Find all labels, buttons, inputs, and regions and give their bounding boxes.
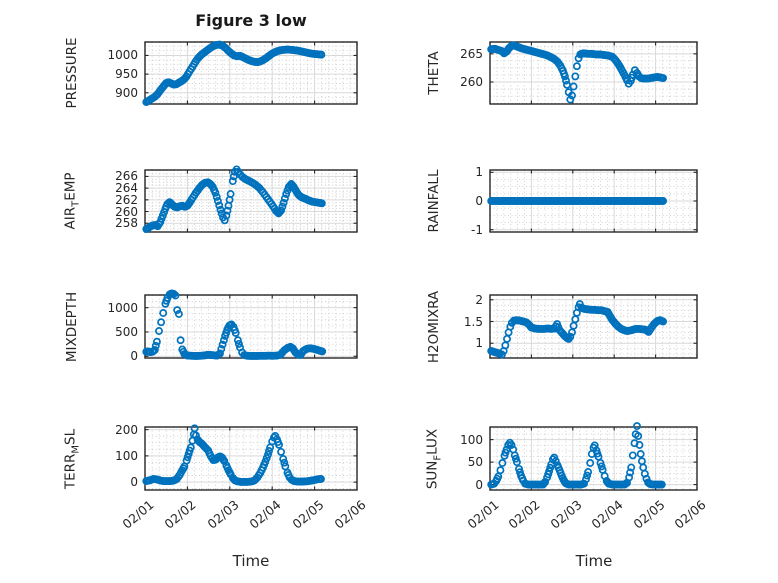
series-pressure xyxy=(142,40,326,107)
ytick-label: 950 xyxy=(115,67,138,82)
x-axis-label-left: Time xyxy=(232,552,270,570)
ytick-label: 100 xyxy=(460,432,483,447)
ytick-label: 500 xyxy=(115,324,138,339)
ytick-label: 266 xyxy=(115,169,138,184)
series-sun_flux xyxy=(487,422,666,489)
ylabel-mixdepth: MIXDEPTH xyxy=(64,291,80,362)
ytick-label: 260 xyxy=(115,204,138,219)
x-axis-label-right: Time xyxy=(575,552,613,570)
ytick-label: 100 xyxy=(115,448,138,463)
ytick-label: 200 xyxy=(115,422,138,437)
ytick-label: 1 xyxy=(475,165,483,180)
series-theta xyxy=(487,41,668,104)
series-terr_msl xyxy=(142,424,325,486)
ylabel-pressure: PRESSURE xyxy=(64,37,80,109)
ytick-label: 1000 xyxy=(107,48,138,63)
ylabel-air_temp: AIRTEMP xyxy=(62,172,82,230)
figure-title: Figure 3 low xyxy=(195,11,307,30)
ytick-label: 2 xyxy=(475,292,483,307)
ytick-label: 0 xyxy=(475,194,483,208)
ytick-label: -1 xyxy=(471,222,483,237)
ytick-label: 1.5 xyxy=(463,314,483,329)
subplot-terr_msl: TERRMSL 0 100 200 02/01 02/02 02/03 02/04 02/05 0… xyxy=(63,424,369,532)
series-mixdepth xyxy=(142,289,327,360)
subplot-rainfall: RAINFALL -1 0 1 xyxy=(426,166,698,236)
subplot-mixdepth: MIXDEPTH 0 500 1000 xyxy=(64,289,358,362)
ytick-label: 50 xyxy=(467,455,483,470)
ytick-label: 0 xyxy=(130,349,138,364)
subplot-pressure: PRESSURE 900 950 1000 xyxy=(64,38,358,108)
ytick-label: 265 xyxy=(460,46,483,61)
ytick-label: 1000 xyxy=(107,300,138,315)
ytick-label: 258 xyxy=(115,216,138,231)
series-rainfall xyxy=(487,197,668,205)
series-air_temp xyxy=(142,165,326,234)
subplot-theta: THETA 260 265 xyxy=(426,41,698,105)
ylabel-terr_msl: TERRMSL xyxy=(62,428,82,489)
ytick-label: 0 xyxy=(130,475,138,490)
ytick-label: 900 xyxy=(115,85,138,100)
ytick-label: 264 xyxy=(115,181,138,196)
ytick-label: 260 xyxy=(460,75,483,90)
subplot-h2omixra: H2OMIXRA 1 1.5 2 xyxy=(426,290,698,363)
series-h2omixra xyxy=(487,300,668,359)
ytick-label: 262 xyxy=(115,192,138,207)
subplot-air_temp: AIRTEMP 258 260 262 264 266 xyxy=(63,165,358,234)
ytick-label: 1 xyxy=(475,336,483,351)
ytick-label: 0 xyxy=(475,477,483,492)
subplot-sun_flux: SUNFLUX 0 50 100 02/01 02/02 02/03 02/04 02/05 02… xyxy=(425,422,709,532)
